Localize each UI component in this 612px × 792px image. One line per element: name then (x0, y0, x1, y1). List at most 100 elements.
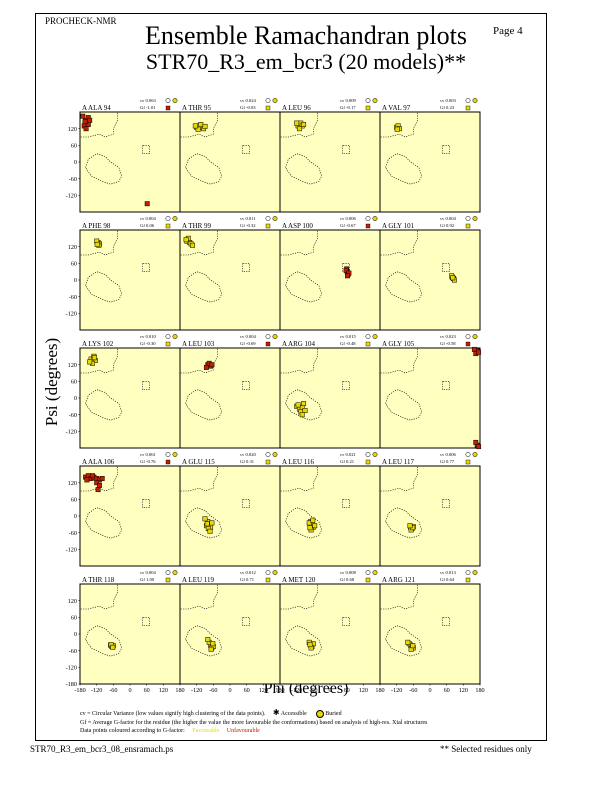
x-tick-label: -120 (91, 687, 102, 694)
data-point (450, 275, 456, 281)
y-tick-label: 120 (68, 598, 77, 605)
data-point (302, 408, 308, 413)
panel-a-val-97: A VAL 97 cv 0.003 Gf 0.23 (379, 98, 481, 213)
data-point (301, 401, 307, 407)
data-point (343, 267, 349, 273)
cv-value: cv 0.012 (240, 570, 257, 575)
panel-background (279, 111, 381, 213)
panel-background (179, 347, 281, 449)
data-point (301, 122, 307, 127)
data-point (410, 643, 416, 649)
panel-a-leu-103: A LEU 103 cv 0.004 Gf -0.69 (179, 334, 281, 449)
allowed-region-2 (85, 271, 123, 303)
allowed-region-1 (179, 347, 218, 374)
y-tick-label: -60 (69, 294, 77, 301)
x-tick-label: 120 (259, 687, 268, 694)
allowed-region-3 (142, 381, 150, 390)
gf-value: Gf 1.00 (140, 577, 155, 582)
y-tick-label: -180 (66, 681, 77, 688)
data-point (144, 201, 150, 207)
gf-value: Gf 0.31 (240, 459, 255, 464)
cv-value: cv 0.013 (440, 570, 457, 575)
allowed-region-3 (142, 145, 150, 154)
allowed-region-3 (242, 499, 250, 508)
allowed-region-2 (85, 153, 123, 185)
accessibility-icon (172, 334, 178, 339)
allowed-region-3 (442, 381, 450, 390)
gf-colour-swatch (365, 577, 371, 583)
data-point (95, 487, 101, 493)
cv-value: cv 0.004 (440, 216, 457, 221)
gf-colour-swatch (165, 577, 171, 583)
legend-accessible-label: Accessible (280, 711, 307, 717)
accessibility-icon (272, 570, 278, 575)
residue-label: A ALA 94 (82, 104, 111, 112)
page-frame (35, 13, 547, 741)
cv-value: cv 0.006 (440, 452, 457, 457)
x-tick-label: -180 (74, 687, 85, 694)
y-tick-label: -60 (69, 530, 77, 537)
cv-value: cv 0.004 (140, 216, 157, 221)
x-tick-label: 60 (444, 687, 450, 694)
data-point (202, 123, 208, 129)
help-icon (165, 334, 171, 339)
panel-a-lys-102: A LYS 102 cv 0.010 Gf -0.30 120 60 0 -60 -120 (66, 334, 181, 449)
panel-background (379, 229, 481, 331)
y-tick-label: 120 (68, 362, 77, 369)
allowed-region-3 (242, 381, 250, 390)
panel-background (279, 347, 381, 449)
legend-unfavourable: Unfavourable (226, 728, 260, 734)
y-tick-label: 0 (74, 277, 77, 284)
gf-value: Gf 0.92 (440, 223, 455, 228)
x-tick-label: 180 (475, 687, 484, 694)
x-tick-label: 0 (428, 687, 431, 694)
panel-a-phe-98: A PHE 98 cv 0.004 Gf 0.06 120 60 0 -60 -120 (66, 216, 181, 331)
allowed-region-1 (279, 347, 318, 374)
panel-a-ala-94: A ALA 94 cv 0.063 Gf -1.01 120 60 0 -60 -120 (66, 98, 181, 213)
gf-colour-swatch (465, 223, 471, 229)
x-tick-label: 120 (459, 687, 468, 694)
x-tick-label: 60 (244, 687, 250, 694)
panel-background (179, 583, 281, 685)
accessibility-icon (172, 216, 178, 221)
x-tick-label: -120 (191, 687, 202, 694)
allowed-region-2 (285, 625, 323, 657)
panel-a-leu-116: A LEU 116 cv 0.021 Gf 0.21 (279, 452, 381, 567)
help-icon (365, 452, 371, 457)
allowed-region-1 (179, 583, 218, 610)
help-icon (265, 98, 271, 103)
cv-value: cv 0.063 (140, 98, 157, 103)
residue-label: A GLU 115 (182, 458, 215, 466)
residue-label: A MET 120 (282, 576, 316, 584)
x-tick-label: 180 (275, 687, 284, 694)
data-point (96, 482, 102, 488)
gf-value: Gf -0.58 (440, 341, 456, 346)
panel-a-thr-99: A THR 99 cv 0.011 Gf -0.32 (179, 216, 281, 331)
y-tick-label: -120 (66, 547, 77, 554)
x-tick-label: 120 (359, 687, 368, 694)
help-icon (165, 452, 171, 457)
cv-value: cv 0.023 (440, 334, 457, 339)
y-tick-label: 0 (74, 159, 77, 166)
panel-a-thr-118: A THR 118 cv 0.004 Gf 1.00 120 60 0 -60 -120 -18… (66, 570, 185, 694)
y-tick-label: -120 (66, 311, 77, 318)
allowed-region-1 (379, 229, 418, 256)
data-point (209, 520, 215, 526)
allowed-region-2 (85, 507, 123, 539)
data-point (203, 364, 209, 370)
panel-background (79, 111, 181, 213)
accessible-icon: ✱ (272, 708, 280, 717)
residue-label: A GLY 101 (382, 222, 415, 230)
page-title: Ensemble Ramachandran plots (144, 21, 468, 50)
cv-value: cv 0.008 (340, 570, 357, 575)
allowed-region-2 (385, 153, 423, 185)
cv-value: cv 0.009 (340, 98, 357, 103)
data-point (407, 523, 413, 529)
allowed-region-2 (185, 507, 223, 539)
data-point (471, 346, 477, 352)
data-point (312, 523, 318, 529)
x-tick-label: 120 (159, 687, 168, 694)
accessibility-icon (272, 334, 278, 339)
allowed-region-1 (79, 583, 118, 610)
gf-value: Gf -0.30 (140, 341, 156, 346)
